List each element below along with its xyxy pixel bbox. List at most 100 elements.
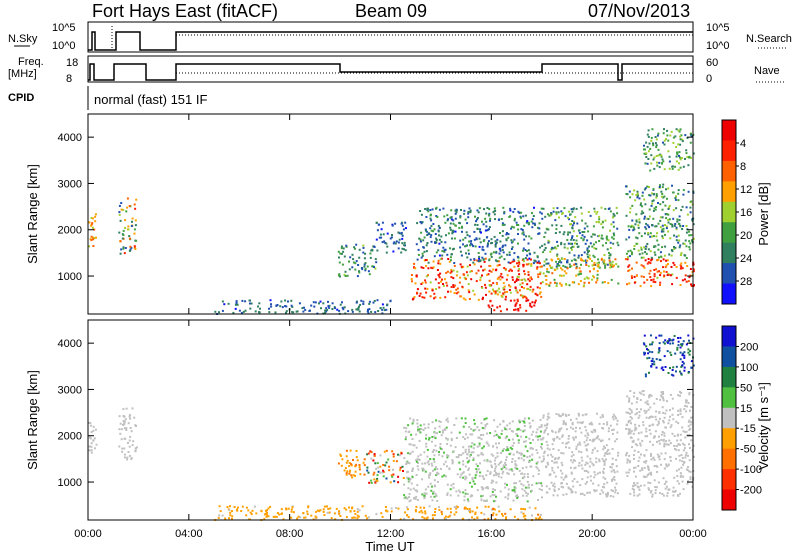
velocity-cell (229, 505, 231, 508)
velocity-cell (677, 344, 680, 347)
power-cell (592, 225, 595, 228)
velocity-cell (263, 518, 266, 521)
power-cell (445, 281, 448, 284)
power-cell (244, 309, 247, 312)
velocity-cell (501, 449, 504, 452)
power-cell (642, 265, 645, 268)
velocity-cell (415, 489, 418, 492)
velocity-cell (678, 482, 681, 485)
power-cell (397, 231, 400, 234)
velocity-cell (599, 471, 601, 474)
power-cell (503, 285, 506, 288)
velocity-cell (418, 428, 421, 431)
power-cell (536, 256, 539, 259)
velocity-cell (610, 478, 613, 481)
power-cell (576, 222, 579, 225)
velocity-cell (419, 506, 422, 509)
power-cell (583, 281, 586, 284)
velocity-cell (627, 432, 630, 435)
power-cell (529, 288, 532, 291)
power-cell (645, 245, 647, 248)
power-cell (567, 242, 570, 245)
velocity-cell (688, 428, 691, 431)
power-cell (404, 221, 407, 224)
power-cell (656, 270, 659, 273)
velocity-cell (570, 455, 573, 458)
velocity-cell (542, 455, 545, 458)
power-cell (679, 264, 682, 267)
power-cell (435, 251, 438, 254)
power-cell (663, 274, 666, 277)
velocity-cell (649, 432, 652, 435)
power-colorbar-swatch (722, 140, 736, 162)
velocity-cell (638, 488, 641, 491)
power-cell (671, 225, 674, 228)
power-cell (501, 246, 504, 249)
velocity-cell (675, 365, 678, 368)
power-cell (513, 219, 516, 222)
power-cell (690, 135, 693, 137)
velocity-cell (685, 468, 688, 471)
velocity-cell (535, 462, 538, 465)
power-cell (543, 249, 546, 251)
power-cell (499, 232, 501, 234)
velocity-cell (387, 458, 390, 461)
velocity-cell (640, 408, 642, 411)
velocity-cell (660, 395, 663, 398)
velocity-colorbar-swatch (722, 346, 736, 368)
velocity-cell (671, 397, 674, 400)
power-cell (385, 242, 388, 245)
power-region (88, 213, 97, 248)
power-cell (392, 242, 395, 245)
power-cell (653, 167, 656, 170)
power-cell (559, 267, 562, 270)
power-cell (657, 243, 660, 246)
velocity-cell (648, 371, 650, 374)
velocity-cell (354, 465, 357, 468)
velocity-cell (561, 442, 564, 445)
power-cell (93, 237, 96, 240)
velocity-cell (403, 457, 406, 460)
power-cell (643, 152, 646, 155)
velocity-cell (690, 439, 693, 442)
velocity-cell (348, 472, 351, 475)
velocity-cell (586, 491, 589, 494)
power-cell (499, 240, 502, 243)
velocity-cell (530, 433, 533, 436)
x-tick-label: 04:00 (175, 528, 203, 540)
power-cell (645, 156, 648, 158)
power-cell (522, 265, 525, 268)
power-cell (648, 272, 651, 275)
power-cell (382, 233, 385, 236)
power-cell (422, 267, 425, 269)
velocity-cell (430, 489, 433, 492)
power-cell (568, 210, 571, 213)
power-cell (455, 292, 458, 295)
power-cell (596, 270, 599, 273)
power-colorbar-tick-label: 20 (740, 230, 752, 242)
velocity-cell (581, 414, 584, 417)
velocity-cell (412, 487, 415, 490)
velocity-cell (502, 420, 505, 423)
velocity-cell (454, 446, 457, 449)
power-cell (669, 237, 672, 240)
velocity-cell (480, 453, 483, 456)
velocity-cell (552, 494, 555, 497)
power-cell (131, 220, 133, 223)
velocity-cell (651, 363, 654, 366)
velocity-cell (512, 442, 515, 445)
power-cell (475, 272, 478, 275)
velocity-cell (506, 472, 509, 475)
power-cell (671, 223, 674, 226)
power-y-tick-label: 2000 (58, 225, 82, 237)
power-cell (417, 248, 420, 251)
velocity-cell (638, 424, 641, 427)
power-cell (576, 235, 579, 238)
velocity-cell (345, 449, 348, 452)
power-cell (665, 213, 668, 215)
power-cell (516, 224, 518, 226)
power-cell (368, 308, 371, 311)
velocity-cell (585, 439, 588, 442)
velocity-cell (630, 402, 633, 405)
velocity-cell (475, 463, 478, 466)
